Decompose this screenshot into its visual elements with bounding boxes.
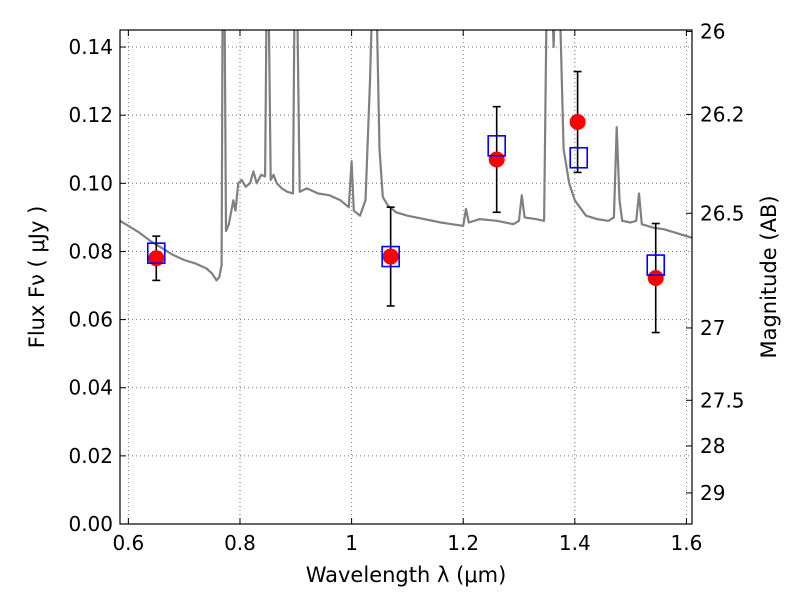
model-point xyxy=(146,242,166,264)
plot-area xyxy=(120,30,692,334)
x-tick-label: 1.2 xyxy=(447,531,479,555)
y-tick-label: 0.08 xyxy=(68,239,113,263)
observed-point xyxy=(148,250,165,267)
x-tick-label: 0.8 xyxy=(224,531,256,555)
x-axis-label: Wavelength λ (μm) xyxy=(306,563,507,587)
observed-point xyxy=(569,113,586,130)
observed-point xyxy=(488,151,505,168)
axes-ticks: 0.6 0.8 1 1.2 1.4 1.6 0.00 0.02 0.04 0.06 0.08 0.10… xyxy=(68,20,744,555)
y-tick-label: 0.12 xyxy=(68,103,113,127)
mag-tick-label: 28 xyxy=(700,434,725,458)
y-axis-label: Flux Fν ( μJy ) xyxy=(25,206,49,349)
plot-frame xyxy=(119,29,693,525)
model-point xyxy=(487,135,506,157)
observed-point xyxy=(382,248,399,265)
mag-tick-label: 29 xyxy=(700,481,725,505)
model-point xyxy=(646,254,666,276)
mag-tick-label: 26.5 xyxy=(700,201,745,225)
x-tick-label: 1 xyxy=(345,531,358,555)
y-tick-label: 0.10 xyxy=(68,171,113,195)
model-point xyxy=(381,245,400,268)
x-tick-label: 1.4 xyxy=(559,531,591,555)
mag-tick-label: 27.5 xyxy=(700,388,745,412)
y-tick-label: 0.02 xyxy=(68,444,113,468)
x-tick-label: 0.6 xyxy=(112,531,144,555)
model-spectrum-line xyxy=(120,30,692,282)
y2-axis-label: Magnitude (AB) xyxy=(757,195,781,358)
x-tick-label: 1.6 xyxy=(671,531,703,555)
y-tick-label: 0.00 xyxy=(68,512,113,536)
observed-point xyxy=(647,270,664,287)
mag-tick-label: 26 xyxy=(700,20,725,44)
y-tick-label: 0.14 xyxy=(68,35,113,59)
mag-tick-label: 26.2 xyxy=(700,102,745,126)
y-tick-label: 0.06 xyxy=(68,308,113,332)
y-tick-label: 0.04 xyxy=(68,376,113,400)
model-point xyxy=(569,146,589,169)
mag-tick-label: 27 xyxy=(700,316,725,340)
